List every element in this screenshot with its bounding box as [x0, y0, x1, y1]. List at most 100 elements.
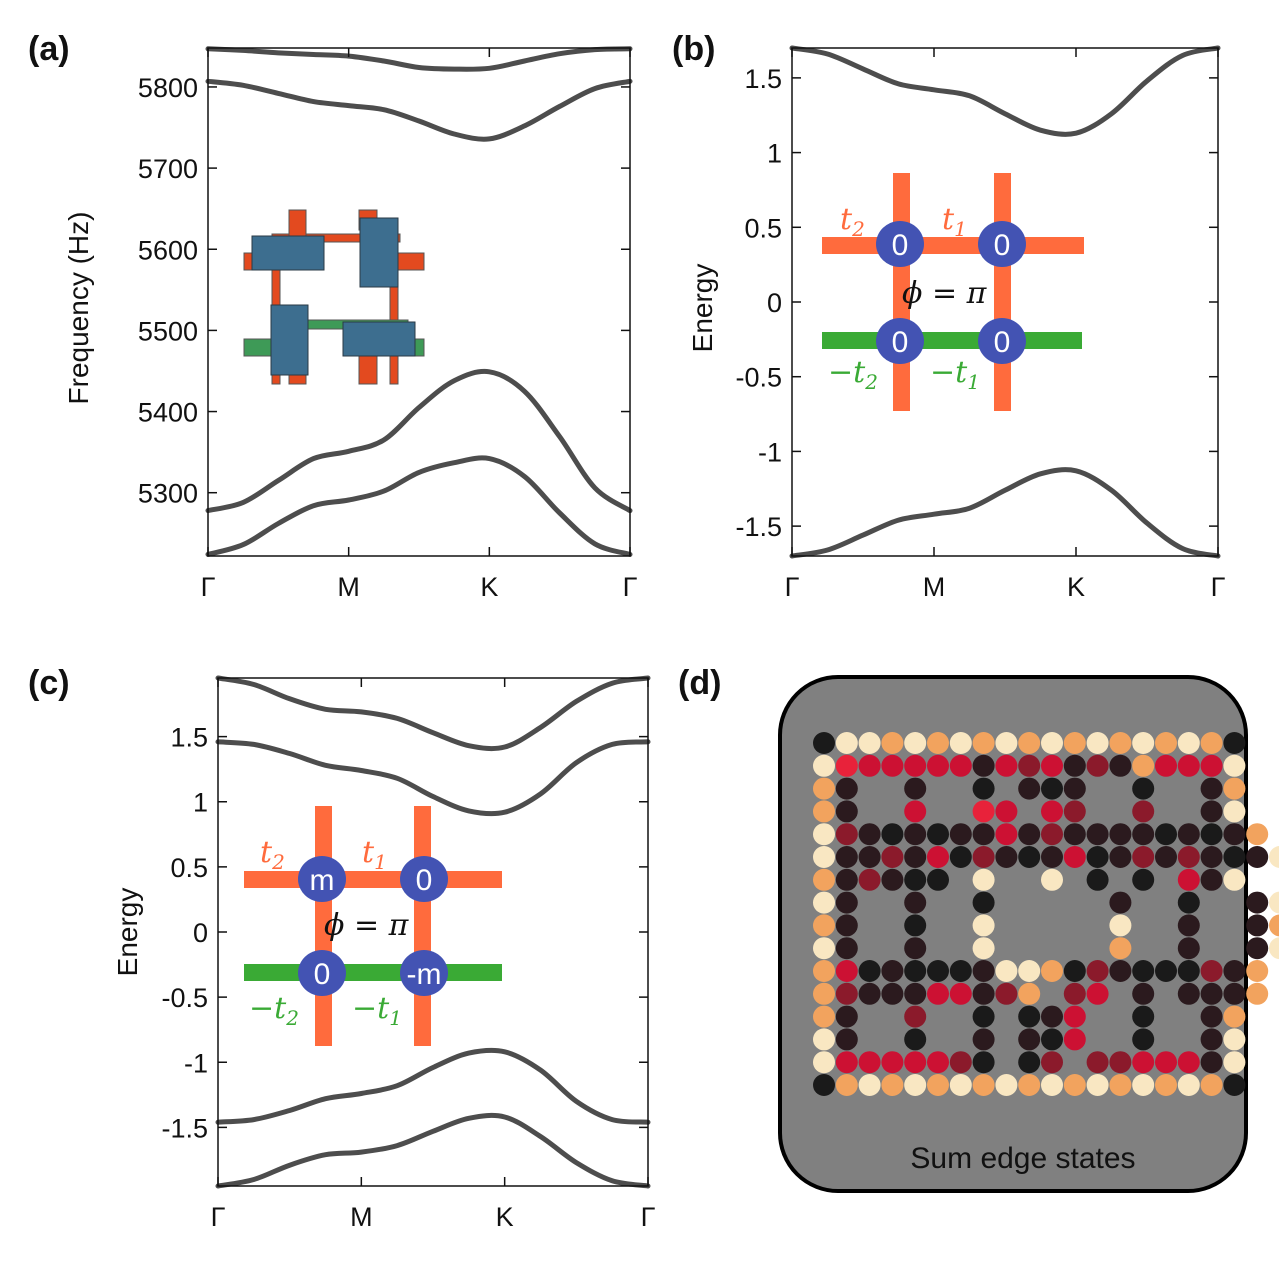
resonator-block: [342, 321, 416, 357]
x-tick-label: K: [1067, 572, 1085, 602]
heatmap-cell: [1041, 754, 1063, 777]
heatmap-cell: [835, 937, 858, 960]
plaquette-inset-c: m 0 0 -m t2 t1 ϕ = π −t2 −t1: [244, 806, 502, 1046]
heatmap-cell: [1223, 1028, 1246, 1051]
heatmap-cell: [1086, 982, 1109, 1005]
heatmap-cell: [813, 937, 835, 960]
heatmap-cell: [1177, 1074, 1200, 1096]
heatmap-cell: [1041, 960, 1063, 982]
heatmap-cell: [1086, 754, 1109, 777]
heatmap-cell: [995, 754, 1018, 777]
heatmap-cell: [1063, 777, 1086, 800]
y-tick-label: 1.5: [744, 64, 782, 94]
heatmap-cell: [972, 982, 995, 1005]
heatmap-cell: [881, 868, 904, 891]
heatmap-cell: [1041, 868, 1063, 891]
heatmap-cell: [835, 982, 858, 1005]
heatmap-cell: [972, 891, 995, 914]
hopping-t1-top: [331, 876, 415, 882]
heatmap-cell: [949, 982, 972, 1005]
x-tick-label: Γ: [201, 572, 216, 602]
y-tick-label: 0.5: [170, 853, 208, 883]
y-tick-label: 0: [193, 918, 208, 948]
y-axis-title: Frequency (Hz): [63, 212, 94, 405]
y-tick-label: -0.5: [161, 983, 208, 1013]
heatmap-cell: [1018, 960, 1041, 982]
label-phi: ϕ = π: [902, 276, 988, 311]
heatmap-cell: [1086, 1074, 1109, 1096]
heatmap-cell: [1086, 868, 1109, 891]
plot-frame: [207, 47, 631, 557]
heatmap-cell: [835, 891, 858, 914]
heatmap-cell: [835, 1051, 858, 1074]
heatmap-cell: [972, 777, 995, 800]
heatmap-cell: [972, 868, 995, 891]
heatmap-cell: [1223, 1005, 1246, 1028]
stub: [358, 353, 378, 385]
heatmap-cell: [904, 982, 927, 1005]
heatmap-cell: [813, 1028, 835, 1051]
heatmap-cell: [904, 800, 927, 823]
site-node-label: 0: [892, 326, 909, 359]
heatmap-cell: [1177, 937, 1200, 960]
label-phi: ϕ = π: [324, 908, 410, 943]
heatmap-cell: [995, 960, 1018, 982]
heatmap-cell: [1041, 1074, 1063, 1096]
heatmap-cell: [1177, 846, 1200, 868]
heatmap-cell: [1177, 982, 1200, 1005]
panel-label-a: (a): [28, 30, 70, 68]
band-line-1: [215, 675, 651, 752]
heatmap-cell: [927, 1051, 949, 1074]
heatmap-cell: [1041, 846, 1063, 868]
heatmap-cell: [1063, 960, 1086, 982]
heatmap-cell: [1109, 823, 1132, 846]
heatmap-cell: [1177, 891, 1200, 914]
heatmap-cell: [1223, 868, 1246, 891]
heatmap-cell: [904, 777, 927, 800]
heatmap-cell: [1269, 914, 1279, 937]
heatmap-cell: [1200, 777, 1223, 800]
site-node: [876, 318, 924, 364]
heatmap-cell: [1018, 1028, 1041, 1051]
heatmap-cell: [972, 1051, 995, 1074]
heatmap-cell: [949, 754, 972, 777]
label-neg-t1: −t1: [930, 355, 980, 394]
heatmap-cell: [1246, 937, 1269, 960]
heatmap-cell: [1200, 1051, 1223, 1074]
heatmap-cell: [858, 960, 881, 982]
label-t1: t1: [942, 202, 967, 241]
heatmap-cell: [949, 823, 972, 846]
heatmap-cell: [904, 754, 927, 777]
heatmap-cell: [858, 732, 881, 754]
heatmap-cell: [1246, 891, 1269, 914]
heatmap-cell: [1041, 800, 1063, 823]
heatmap-cell: [1132, 754, 1155, 777]
site-node-label: 0: [892, 229, 909, 262]
heatmap-cell: [1155, 1051, 1177, 1074]
heatmap-cell: [904, 1028, 927, 1051]
heatmap-cell: [904, 1051, 927, 1074]
band-chart-b: -1.5 -1 -0.5 0 0.5 1 1.5 Γ M K Γ Energy: [687, 45, 1226, 602]
heatmap-cell: [1018, 1074, 1041, 1096]
heatmap-cell: [927, 982, 949, 1005]
heatmap-cell: [813, 914, 835, 937]
heatmap-cell: [1018, 1005, 1041, 1028]
stub: [288, 209, 307, 239]
heatmap-cell: [1155, 846, 1177, 868]
site-node: [876, 221, 924, 267]
stub: [243, 338, 275, 357]
y-tick-label: 5800: [138, 73, 198, 103]
y-tick-label: 5300: [138, 479, 198, 509]
band-line-4: [205, 455, 633, 557]
edge-state-heatmap: [813, 732, 1279, 1096]
heatmap-cell: [1177, 732, 1200, 754]
heatmap-cell: [972, 1074, 995, 1096]
site-node: [298, 950, 346, 996]
site-node: [400, 856, 448, 902]
heatmap-cell: [927, 754, 949, 777]
heatmap-cell: [1109, 914, 1132, 937]
heatmap-cell: [972, 1005, 995, 1028]
heatmap-cell: [1041, 823, 1063, 846]
heatmap-cell: [1132, 732, 1155, 754]
heatmap-cell: [1200, 1005, 1223, 1028]
